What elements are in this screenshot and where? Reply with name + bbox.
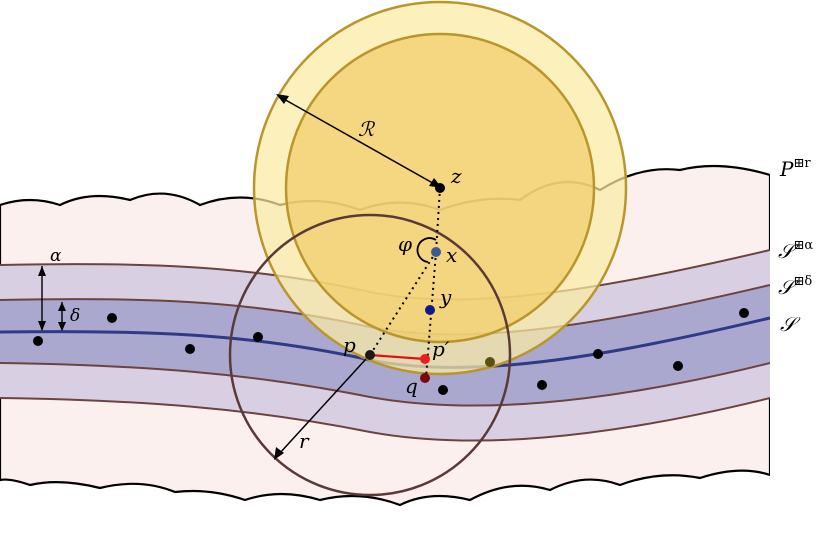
point-x — [431, 247, 441, 257]
radius-r-arrow — [274, 358, 367, 460]
point-z — [435, 183, 445, 193]
label-R: ℛ — [358, 117, 376, 141]
label-P-r: P⊞r — [779, 156, 811, 181]
sample-point — [253, 332, 263, 342]
sample-point — [485, 357, 495, 367]
sample-point — [537, 380, 547, 390]
point-y — [425, 305, 435, 315]
label-pprime: p′ — [432, 337, 450, 361]
label-alpha: α — [50, 246, 62, 266]
outer-band-bottom-edge — [0, 397, 770, 442]
sample-point — [33, 336, 43, 346]
segment-p-pprime — [369, 353, 426, 361]
label-phi: φ — [398, 232, 412, 256]
sample-points — [33, 308, 749, 395]
sample-point — [438, 385, 448, 395]
label-S-alpha: 𝒮⊞α — [778, 238, 813, 263]
sample-point — [107, 313, 117, 323]
point-p — [365, 350, 375, 360]
point-pprime — [420, 354, 430, 364]
inner-band-bottom-edge — [0, 362, 770, 407]
sample-point — [673, 361, 683, 371]
delta-arrow — [58, 302, 66, 331]
label-p: p — [343, 333, 356, 357]
label-S-delta: 𝒮⊞δ — [778, 274, 812, 299]
sample-point — [593, 349, 603, 359]
label-delta: δ — [70, 306, 80, 326]
dotted-lines — [369, 187, 441, 379]
label-q: q — [405, 374, 418, 398]
angle-arc-phi — [416, 237, 437, 263]
label-S: 𝒮 — [780, 312, 801, 336]
label-x: x — [446, 243, 457, 267]
sample-point — [185, 344, 195, 354]
label-y: y — [439, 285, 452, 309]
alpha-arrow — [38, 266, 46, 331]
sample-point — [739, 308, 749, 318]
label-z: z — [450, 164, 462, 188]
point-q — [420, 373, 430, 383]
circle-r — [228, 213, 512, 497]
label-r: r — [299, 429, 310, 453]
